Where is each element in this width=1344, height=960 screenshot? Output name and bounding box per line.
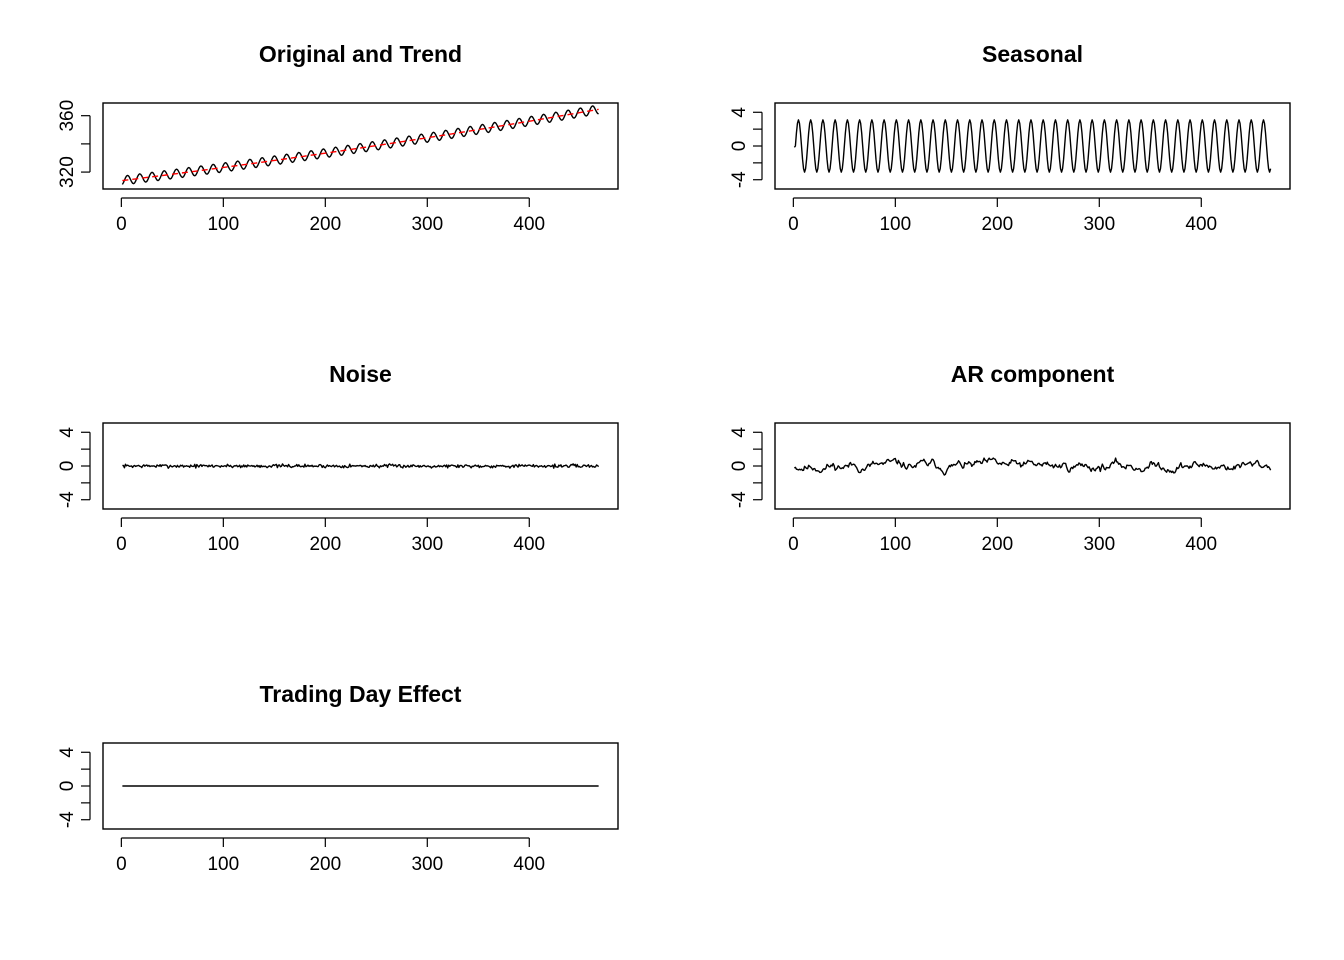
y-tick-label: 320 <box>57 156 78 188</box>
plot-frame <box>774 422 1291 510</box>
y-tick-label: -4 <box>57 491 78 508</box>
x-tick-label: 300 <box>411 534 443 555</box>
y-axis: -4 0 4 <box>57 427 91 508</box>
series-line-trend <box>122 108 599 182</box>
chart-title: Seasonal <box>982 41 1083 67</box>
y-tick-label: 4 <box>729 427 750 438</box>
panel-1: Seasonal 0 100 200 300 400 -4 0 4 <box>729 41 1291 235</box>
x-tick-label: 0 <box>116 214 127 235</box>
y-tick-label: -4 <box>729 171 750 188</box>
x-tick-label: 0 <box>116 854 127 875</box>
x-tick-label: 300 <box>411 214 443 235</box>
x-axis: 0 100 200 300 400 <box>116 837 545 875</box>
x-tick-label: 200 <box>981 214 1013 235</box>
chart-title: Noise <box>329 361 392 387</box>
y-axis: -4 0 4 <box>57 747 91 828</box>
x-tick-label: 400 <box>1185 214 1217 235</box>
series-line-original <box>121 105 599 185</box>
y-tick-label: 4 <box>57 747 78 758</box>
panel-4: Trading Day Effect 0 100 200 300 400 -4 0 4 <box>57 681 619 875</box>
panel-0: Original and Trend 0 100 200 300 400 320 360 <box>57 41 619 235</box>
series-line-ar <box>793 457 1272 476</box>
plot-frame <box>774 102 1291 190</box>
y-tick-label: 0 <box>57 461 78 472</box>
y-tick-label: 360 <box>57 100 78 132</box>
x-tick-label: 300 <box>411 854 443 875</box>
x-tick-label: 0 <box>788 214 799 235</box>
x-tick-label: 100 <box>879 534 911 555</box>
y-tick-label: 4 <box>729 107 750 118</box>
series-line-noise <box>122 463 600 469</box>
y-tick-label: -4 <box>729 491 750 508</box>
plot-frame <box>102 102 619 190</box>
chart-title: AR component <box>951 361 1115 387</box>
y-tick-label: 0 <box>729 141 750 152</box>
x-axis: 0 100 200 300 400 <box>788 197 1217 235</box>
x-tick-label: 400 <box>1185 534 1217 555</box>
x-tick-label: 200 <box>309 214 341 235</box>
chart-title: Original and Trend <box>259 41 462 67</box>
plot-frame <box>102 742 619 830</box>
x-axis: 0 100 200 300 400 <box>116 197 545 235</box>
series-line-seasonal <box>793 119 1272 173</box>
y-tick-label: 0 <box>57 781 78 792</box>
y-axis: -4 0 4 <box>729 107 763 188</box>
x-tick-label: 100 <box>207 534 239 555</box>
x-tick-label: 100 <box>207 854 239 875</box>
y-tick-label: -4 <box>57 811 78 828</box>
y-tick-label: 4 <box>57 427 78 438</box>
x-tick-label: 400 <box>513 214 545 235</box>
plot-frame <box>102 422 619 510</box>
x-tick-label: 300 <box>1083 214 1115 235</box>
x-tick-label: 300 <box>1083 534 1115 555</box>
x-tick-label: 100 <box>207 214 239 235</box>
x-tick-label: 0 <box>788 534 799 555</box>
x-tick-label: 400 <box>513 534 545 555</box>
x-axis: 0 100 200 300 400 <box>788 517 1217 555</box>
x-tick-label: 400 <box>513 854 545 875</box>
panel-2: Noise 0 100 200 300 400 -4 0 4 <box>57 361 619 555</box>
x-tick-label: 200 <box>981 534 1013 555</box>
x-tick-label: 0 <box>116 534 127 555</box>
y-tick-label: 0 <box>729 461 750 472</box>
y-axis: -4 0 4 <box>729 427 763 508</box>
x-tick-label: 100 <box>879 214 911 235</box>
x-axis: 0 100 200 300 400 <box>116 517 545 555</box>
panel-3: AR component 0 100 200 300 400 -4 0 4 <box>729 361 1291 555</box>
chart-title: Trading Day Effect <box>260 681 462 707</box>
x-tick-label: 200 <box>309 854 341 875</box>
x-tick-label: 200 <box>309 534 341 555</box>
y-axis: 320 360 <box>57 100 91 188</box>
